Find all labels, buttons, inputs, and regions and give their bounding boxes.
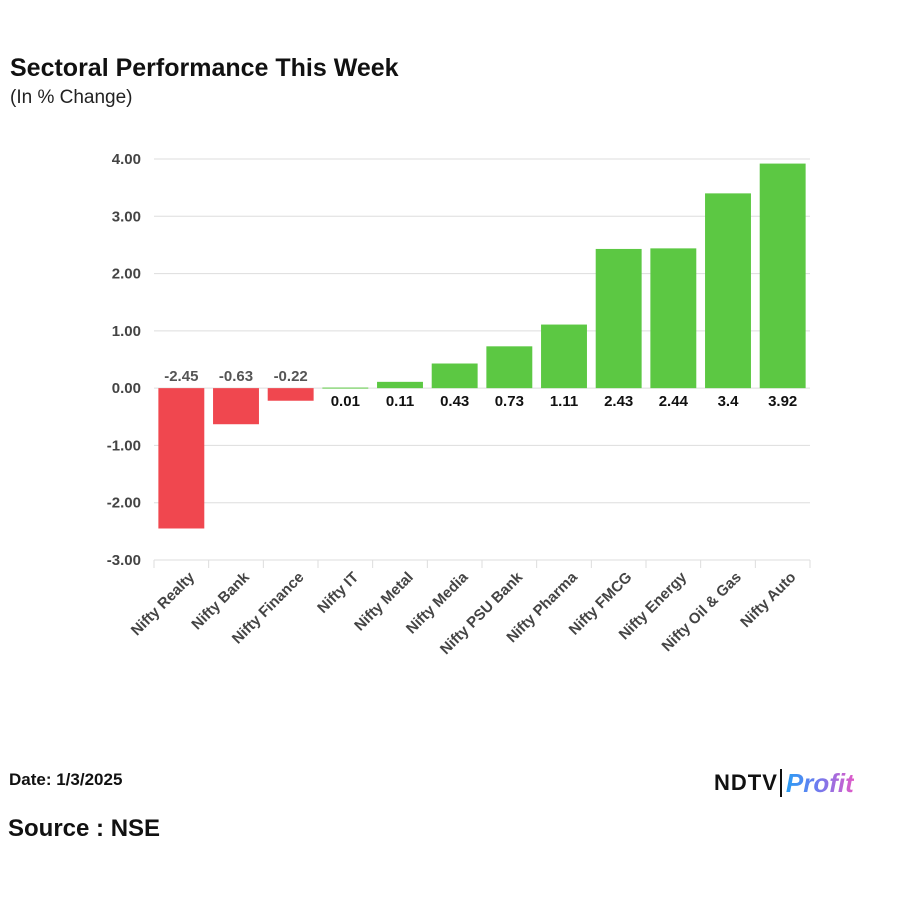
bar <box>650 248 697 389</box>
chart-subtitle: (In % Change) <box>10 87 133 108</box>
y-tick-label: 3.00 <box>112 208 141 225</box>
data-label: 0.11 <box>386 393 414 410</box>
data-label: 0.73 <box>495 393 524 410</box>
x-category-label: Nifty IT <box>314 569 362 617</box>
bar <box>267 388 314 401</box>
data-label: 0.43 <box>440 393 469 410</box>
date-label: Date: 1/3/2025 <box>9 770 123 789</box>
x-category-label: Nifty Realty <box>128 568 199 639</box>
data-label: 3.4 <box>718 393 740 410</box>
y-tick-label: 0.00 <box>112 380 141 397</box>
data-label: 1.11 <box>550 393 578 410</box>
data-label: 2.44 <box>659 393 689 410</box>
y-tick-label: -1.00 <box>107 437 141 454</box>
bar <box>213 388 259 425</box>
y-tick-label: 2.00 <box>112 266 141 283</box>
bar <box>486 346 533 389</box>
chart-title: Sectoral Performance This Week <box>10 54 399 82</box>
data-label: -0.63 <box>219 368 253 385</box>
data-label: 2.43 <box>604 393 633 410</box>
logo-divider <box>779 769 782 797</box>
ndtv-profit-logo: NDTV Profit <box>714 766 854 800</box>
bar <box>322 387 369 389</box>
y-tick-label: -2.00 <box>107 495 141 512</box>
bar <box>595 248 642 389</box>
data-label: 3.92 <box>768 393 797 410</box>
bar-chart: 4.00 3.00 2.00 1.00 0.00 -1.00 -2.00 -3.00 -2.45… <box>107 151 811 658</box>
bar <box>705 193 751 389</box>
bar <box>377 381 423 389</box>
bar <box>158 388 205 529</box>
logo-profit-text: Profit <box>785 767 854 798</box>
y-tick-label: -3.00 <box>107 552 141 569</box>
y-tick-label: 4.00 <box>112 151 141 168</box>
x-category-label: Nifty Auto <box>737 569 799 631</box>
data-label: 0.01 <box>331 393 360 410</box>
data-label: -2.45 <box>164 368 198 385</box>
bar <box>541 324 587 389</box>
logo-ndtv-text: NDTV <box>714 770 778 795</box>
bar <box>431 363 478 389</box>
bar <box>759 163 806 389</box>
y-tick-label: 1.00 <box>112 323 141 340</box>
data-label: -0.22 <box>274 368 308 385</box>
source-label: Source : NSE <box>8 815 161 842</box>
